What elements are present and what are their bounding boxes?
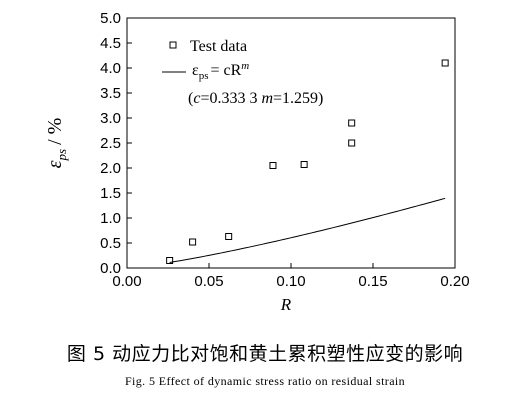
data-point xyxy=(300,161,308,168)
y-tick-label: 5.0 xyxy=(100,10,121,27)
y-tick-label: 1.0 xyxy=(100,210,121,227)
x-axis: 0.00 0.05 0.10 0.15 0.20 xyxy=(112,263,470,290)
params-c: c xyxy=(193,90,200,107)
x-tick-label: 0.05 xyxy=(194,273,223,290)
plot-frame xyxy=(126,17,456,269)
y-tick-label: 0.0 xyxy=(100,260,121,277)
data-point xyxy=(166,257,174,264)
plot-area: 0.00.51.01.52.02.53.03.54.04.55.0 0.00 0.… xyxy=(100,10,469,290)
params-c-val: =0.333 3 xyxy=(200,90,261,107)
legend-fit-rest: = cR xyxy=(211,62,242,79)
chart: 0.00.51.01.52.02.53.03.54.04.55.0 0.00 0.… xyxy=(44,10,470,314)
y-axis-title: εps / % xyxy=(44,118,69,169)
figure-caption-english: Fig. 5 Effect of dynamic stress ratio on… xyxy=(124,374,406,388)
params-m: m xyxy=(261,90,273,107)
x-tick-label: 0.20 xyxy=(440,273,469,290)
x-tick-label: 0.10 xyxy=(276,273,305,290)
y-axis-title-text: εps / % xyxy=(44,118,69,169)
x-axis-title: R xyxy=(280,295,292,314)
y-title-sub: ps xyxy=(54,149,69,162)
y-tick-label: 3.5 xyxy=(100,85,121,102)
legend-label-test-data: Test data xyxy=(190,38,247,55)
data-point xyxy=(269,162,277,169)
legend-marker-square xyxy=(169,41,177,49)
data-point xyxy=(225,233,233,240)
y-tick-label: 4.0 xyxy=(100,60,121,77)
y-tick-label: 2.0 xyxy=(100,160,121,177)
legend: Test data εps = cRm (c=0.333 3 m=1.259) xyxy=(162,38,323,107)
params-open: ( xyxy=(188,90,193,107)
legend-fit-sub: ps xyxy=(199,70,209,82)
figure-caption-chinese: 图 5 动应力比对饱和黄土累积塑性应变的影响 xyxy=(66,343,464,365)
data-point xyxy=(441,59,449,67)
data-points xyxy=(166,59,449,264)
data-point xyxy=(189,238,197,246)
y-tick-label: 1.5 xyxy=(100,185,121,202)
y-axis: 0.0 0.5 1.0 1.5 2.0 2.5 3.0 3.5 4.0 4.5 5.0 xyxy=(100,10,132,277)
y-tick-label: 2.5 xyxy=(100,135,121,152)
y-tick-label: 3.0 xyxy=(100,110,121,127)
fit-curve xyxy=(169,197,446,263)
y-title-epsilon: ε xyxy=(44,160,66,168)
y-tick-label: 4.5 xyxy=(100,35,121,52)
legend-fit-sup: m xyxy=(241,60,249,72)
data-point xyxy=(348,119,356,127)
data-point xyxy=(348,139,356,147)
y-title-unit: / % xyxy=(44,118,66,145)
params-m-val: =1.259) xyxy=(273,90,323,107)
y-tick-label: 0.5 xyxy=(100,235,121,252)
legend-label-fit: εps = cRm xyxy=(192,60,249,82)
x-tick-label: 0.15 xyxy=(358,273,387,290)
x-tick-label: 0.00 xyxy=(112,273,141,290)
legend-fit-params: (c=0.333 3 m=1.259) xyxy=(188,90,323,107)
legend-fit-epsilon: ε xyxy=(192,62,199,79)
